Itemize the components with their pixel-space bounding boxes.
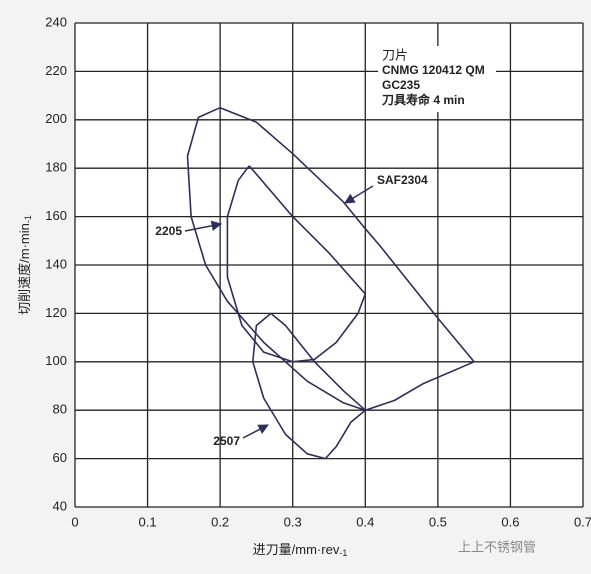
watermark: 上上不锈钢管 [458, 539, 536, 554]
annotation-line: CNMG 120412 QM [382, 63, 485, 77]
series-label: SAF2304 [377, 173, 428, 187]
x-label-text: 进刀量/mm·rev [253, 542, 340, 557]
annotation-line: 刀片 [382, 47, 408, 62]
series-label: 2205 [155, 224, 182, 238]
y-tick-label: 220 [45, 63, 67, 78]
series-label: 2507 [213, 434, 240, 448]
annotation-arrow [242, 424, 269, 439]
x-tick-label: 0.3 [284, 514, 302, 529]
y-tick-label: 200 [45, 111, 67, 126]
annotation-arrow [344, 185, 374, 204]
y-tick-label: 140 [45, 256, 67, 271]
x-tick-label: 0 [71, 514, 78, 529]
x-axis-label: 进刀量/mm·rev-1 [253, 542, 348, 558]
x-label-sup: -1 [339, 548, 347, 558]
y-label-sup: -1 [23, 215, 33, 223]
y-tick-label: 120 [45, 305, 67, 320]
y-label-text: 切削速度/m·min [17, 223, 32, 315]
annotation-line: GC235 [382, 78, 420, 92]
y-tick-label: 100 [45, 353, 67, 368]
x-tick-label: 0.5 [429, 514, 447, 529]
x-tick-label: 0.2 [211, 514, 229, 529]
x-tick-label: 0.7 [574, 514, 591, 529]
series-line [252, 312, 367, 460]
y-tick-label: 180 [45, 160, 67, 175]
y-tick-label: 40 [53, 498, 67, 513]
x-tick-label: 0.1 [139, 514, 157, 529]
series-line [226, 165, 367, 363]
y-tick-label: 240 [45, 14, 67, 29]
y-tick-label: 80 [53, 402, 67, 417]
annotation-line: 刀具寿命 4 min [382, 92, 465, 107]
y-tick-label: 60 [53, 450, 67, 465]
y-tick-label: 160 [45, 208, 67, 223]
y-axis-label: 切削速度/m·min-1 [17, 215, 33, 315]
annotation-bg [378, 46, 496, 112]
annotation-arrow [184, 220, 223, 232]
x-tick-label: 0.4 [356, 514, 374, 529]
series-line [186, 106, 475, 411]
x-tick-label: 0.6 [501, 514, 519, 529]
